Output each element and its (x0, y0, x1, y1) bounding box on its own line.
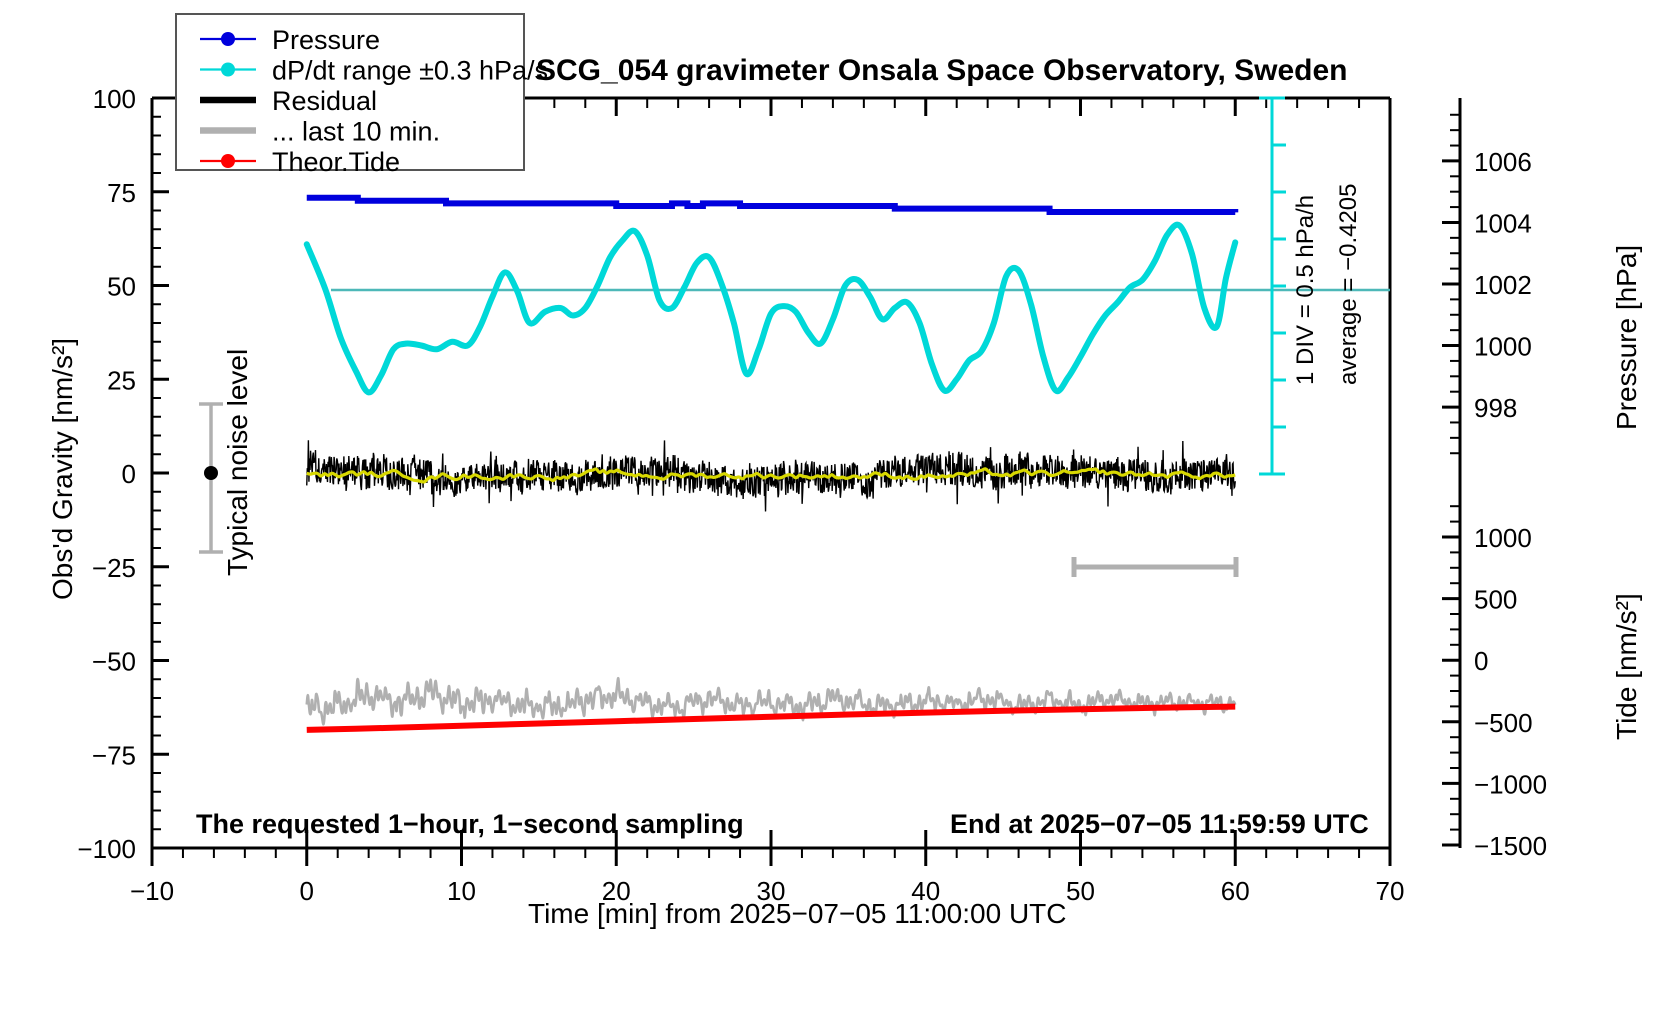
legend-marker-dot (221, 154, 235, 168)
pressure-trace (306, 194, 1239, 215)
tick-label: 50 (107, 272, 136, 302)
tick-label: 1006 (1474, 147, 1532, 177)
x-axis-title: Time [min] from 2025−07−05 11:00:00 UTC (528, 898, 1067, 929)
dpdt-trace (303, 221, 1239, 396)
legend-item[interactable]: dP/dt range ±0.3 hPa/s (200, 56, 548, 86)
tick-label: 75 (107, 178, 136, 208)
tick-label: −75 (92, 740, 136, 770)
legend-item[interactable]: Theor.Tide (200, 147, 400, 177)
pressure-axis-ticks (1442, 113, 1460, 455)
tick-label: 10 (447, 876, 476, 906)
theoretical-tide-trace (306, 703, 1236, 733)
tide-axis-ticks (1442, 505, 1460, 847)
residual-smoothed-trace (306, 467, 1236, 484)
noise-level-point (204, 466, 218, 480)
tick-label: 20 (602, 876, 631, 906)
legend-marker-dot (221, 32, 235, 46)
left-axis-tick-labels: 100 75 50 25 0 −25 −50 −75 −100 (77, 84, 136, 864)
tick-label: −50 (92, 647, 136, 677)
typical-noise-level-marker (199, 402, 223, 554)
legend-item-label: dP/dt range ±0.3 hPa/s (272, 56, 548, 86)
legend-item[interactable]: ... last 10 min. (200, 117, 440, 147)
tick-label: 998 (1474, 393, 1517, 423)
tick-label: 70 (1376, 876, 1405, 906)
legend-marker-dot (221, 62, 235, 77)
tide-axis-tick-labels: 1000 500 0 −500 −1000 −1500 (1474, 523, 1547, 861)
tick-label: 0 (122, 459, 136, 489)
tick-label: 1000 (1474, 523, 1532, 553)
legend-item-label: Residual (272, 86, 377, 116)
legend-item-label: Pressure (272, 25, 380, 55)
tick-label: −100 (77, 834, 136, 864)
tick-label: 1002 (1474, 270, 1532, 300)
tick-label: 100 (93, 84, 136, 114)
legend-item-label: ... last 10 min. (272, 117, 440, 147)
tick-label: 25 (107, 365, 136, 395)
sampling-annotation: The requested 1−hour, 1−second sampling (196, 809, 744, 839)
x-axis-tick-labels: −10 0 10 20 30 40 50 60 70 (130, 876, 1405, 906)
tick-label: −25 (92, 553, 136, 583)
y-axis-tide-title: Tide [nm/s²] (1611, 593, 1642, 740)
tick-label: −1000 (1474, 769, 1547, 799)
dpdt-div-scale-label: 1 DIV = 0.5 hPa/h (1292, 195, 1319, 385)
page-title: SCG_054 gravimeter Onsala Space Observat… (536, 54, 1348, 87)
legend-item[interactable]: Residual (200, 86, 377, 116)
tick-label: 60 (1221, 876, 1250, 906)
tick-label: 0 (1474, 646, 1488, 676)
left-axis-ticks (152, 96, 169, 850)
tick-label: 1000 (1474, 332, 1532, 362)
y-axis-pressure-title: Pressure [hPa] (1611, 245, 1642, 430)
pressure-axis-tick-labels: 1006 1004 1002 1000 998 (1474, 147, 1532, 423)
tick-label: 1004 (1474, 208, 1532, 238)
data-series-group (303, 194, 1390, 733)
legend-item-label: Theor.Tide (272, 147, 400, 177)
typical-noise-level-label: Typical noise level (222, 349, 253, 576)
tick-label: −10 (130, 876, 174, 906)
tick-label: 40 (911, 876, 940, 906)
dpdt-scalebar (1259, 96, 1286, 476)
tick-label: −500 (1474, 708, 1533, 738)
legend-item[interactable]: Pressure (200, 25, 380, 55)
tick-label: 50 (1066, 876, 1095, 906)
tick-label: 500 (1474, 585, 1517, 615)
tick-label: 30 (757, 876, 786, 906)
end-time-annotation: End at 2025−07−05 11:59:59 UTC (950, 809, 1369, 839)
dpdt-average-label: average = −0.4205 (1335, 183, 1362, 385)
last-10-min-span-bar (1071, 557, 1239, 577)
y-axis-left-title: Obs'd Gravity [nm/s²] (47, 338, 78, 600)
tick-label: −1500 (1474, 831, 1547, 861)
tick-label: 0 (300, 876, 314, 906)
